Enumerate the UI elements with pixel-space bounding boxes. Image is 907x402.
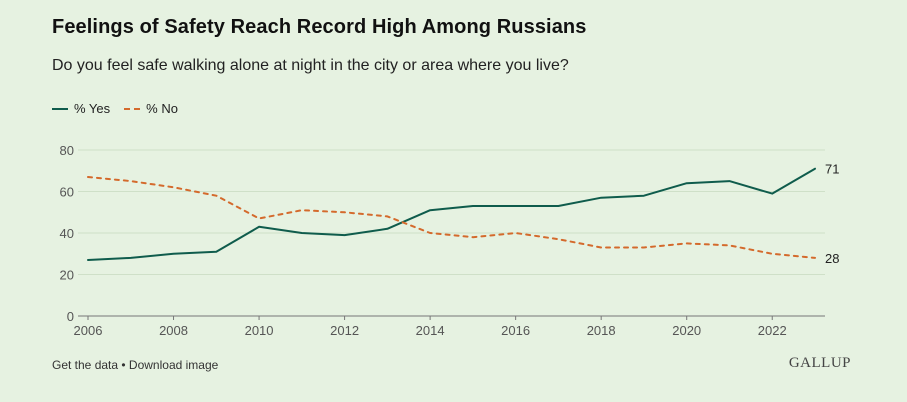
legend-item-no: % No — [124, 101, 178, 116]
chart-title: Feelings of Safety Reach Record High Amo… — [52, 16, 587, 38]
download-image-link[interactable]: Download image — [128, 358, 219, 372]
x-tick-label: 2008 — [159, 323, 188, 338]
x-tick-label: 2016 — [501, 323, 530, 338]
chart-subtitle: Do you feel safe walking alone at night … — [52, 57, 569, 74]
chart-legend: % Yes % No — [52, 101, 192, 116]
footer-separator: • — [118, 358, 129, 372]
get-data-link[interactable]: Get the data — [52, 358, 119, 372]
series-line-no — [87, 176, 816, 259]
x-tick-label: 2014 — [416, 323, 445, 338]
legend-label-yes: % Yes — [74, 101, 111, 116]
y-tick-label: 40 — [60, 226, 74, 241]
end-label-no: 28 — [825, 251, 839, 266]
legend-item-yes: % Yes — [52, 101, 110, 116]
x-tick-label: 2022 — [758, 323, 787, 338]
x-tick-label: 2020 — [672, 323, 701, 338]
x-tick-label: 2012 — [330, 323, 359, 338]
y-tick-label: 20 — [60, 268, 74, 283]
footer-links: Get the data • Download image — [52, 358, 218, 372]
end-label-yes: 71 — [825, 162, 839, 177]
y-tick-label: 0 — [67, 309, 74, 324]
gallup-logo: GALLUP — [788, 355, 851, 371]
legend-swatch-yes — [52, 107, 68, 110]
y-tick-label: 60 — [60, 185, 74, 200]
legend-swatch-no — [124, 107, 141, 110]
x-tick-label: 2018 — [587, 323, 616, 338]
x-tick-label: 2006 — [74, 323, 103, 338]
y-tick-label: 80 — [60, 143, 74, 158]
x-tick-label: 2010 — [245, 323, 274, 338]
legend-label-no: % No — [146, 101, 178, 116]
series-line-yes — [87, 167, 816, 261]
